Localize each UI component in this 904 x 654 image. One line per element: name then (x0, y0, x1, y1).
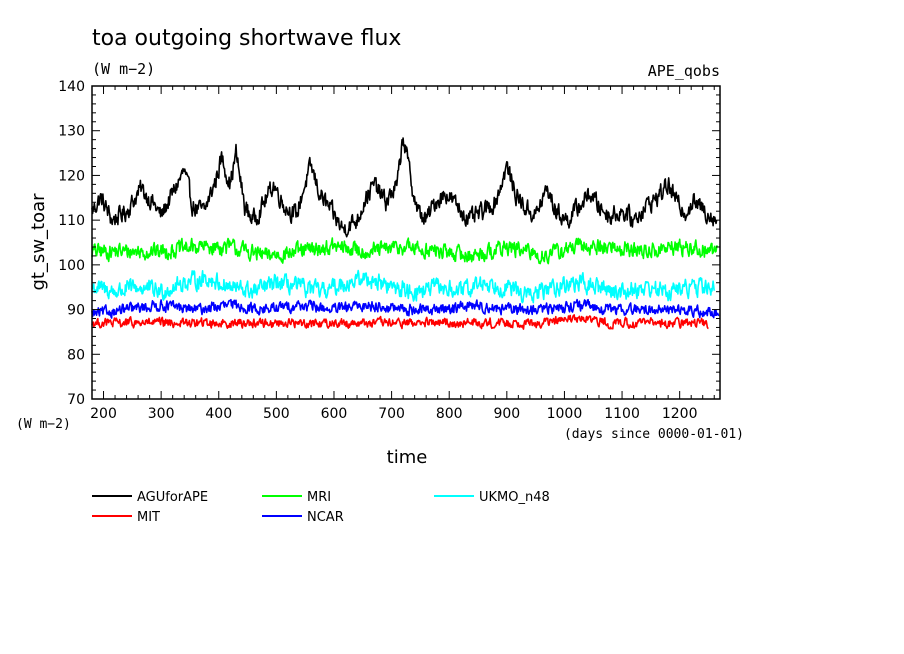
legend-item: MIT (92, 510, 160, 525)
legend-label: UKMO_n48 (479, 490, 550, 505)
legend: AGUforAPE MRI UKMO_n48 MIT NCAR (92, 490, 550, 525)
source-label: APE_qobs (648, 62, 720, 80)
x-tick-label: 800 (436, 406, 463, 422)
x-tick-label: 400 (205, 406, 232, 422)
y-tick-label: 90 (67, 303, 85, 319)
y-units: (W m−2) (16, 417, 71, 432)
legend-label: MRI (307, 490, 331, 505)
chart-title: toa outgoing shortwave flux (92, 26, 401, 51)
series-line-mri (91, 237, 718, 265)
y-axis-label: gt_sw_toar (28, 193, 49, 291)
legend-item: MRI (262, 490, 331, 505)
legend-item: NCAR (262, 510, 344, 525)
x-tick-label: 700 (378, 406, 405, 422)
y-tick-label: 130 (58, 124, 85, 140)
x-tick-label: 200 (90, 406, 117, 422)
y-tick-label: 140 (58, 79, 85, 95)
legend-label: NCAR (307, 510, 344, 525)
legend-item: AGUforAPE (92, 490, 208, 505)
x-tick-label: 1000 (547, 406, 583, 422)
ticks-layer: 200 300 400 500 600 700 800 900 1000 1100 1200 70 80… (58, 79, 720, 422)
x-tick-label: 600 (321, 406, 348, 422)
x-tick-label: 1200 (662, 406, 698, 422)
series-layer (91, 137, 720, 330)
series-line-ukmo_n48 (91, 269, 715, 304)
legend-label: AGUforAPE (137, 490, 208, 505)
series-line-mit (91, 314, 709, 330)
series-line-ncar (91, 298, 720, 319)
x-units: (days since 0000-01-01) (564, 427, 744, 442)
x-tick-label: 1100 (604, 406, 640, 422)
y-tick-label: 70 (67, 392, 85, 408)
y-tick-label: 80 (67, 347, 85, 363)
x-tick-label: 900 (493, 406, 520, 422)
legend-item: UKMO_n48 (434, 490, 550, 505)
series-line-aguforape (91, 137, 718, 238)
legend-label: MIT (137, 510, 160, 525)
chart-units: (W m−2) (92, 60, 155, 78)
y-tick-label: 100 (58, 258, 85, 274)
x-axis-label: time (387, 447, 428, 468)
y-tick-label: 120 (58, 168, 85, 184)
x-tick-label: 500 (263, 406, 290, 422)
y-tick-label: 110 (58, 213, 85, 229)
plot-frame (91, 85, 721, 400)
x-tick-label: 300 (148, 406, 175, 422)
